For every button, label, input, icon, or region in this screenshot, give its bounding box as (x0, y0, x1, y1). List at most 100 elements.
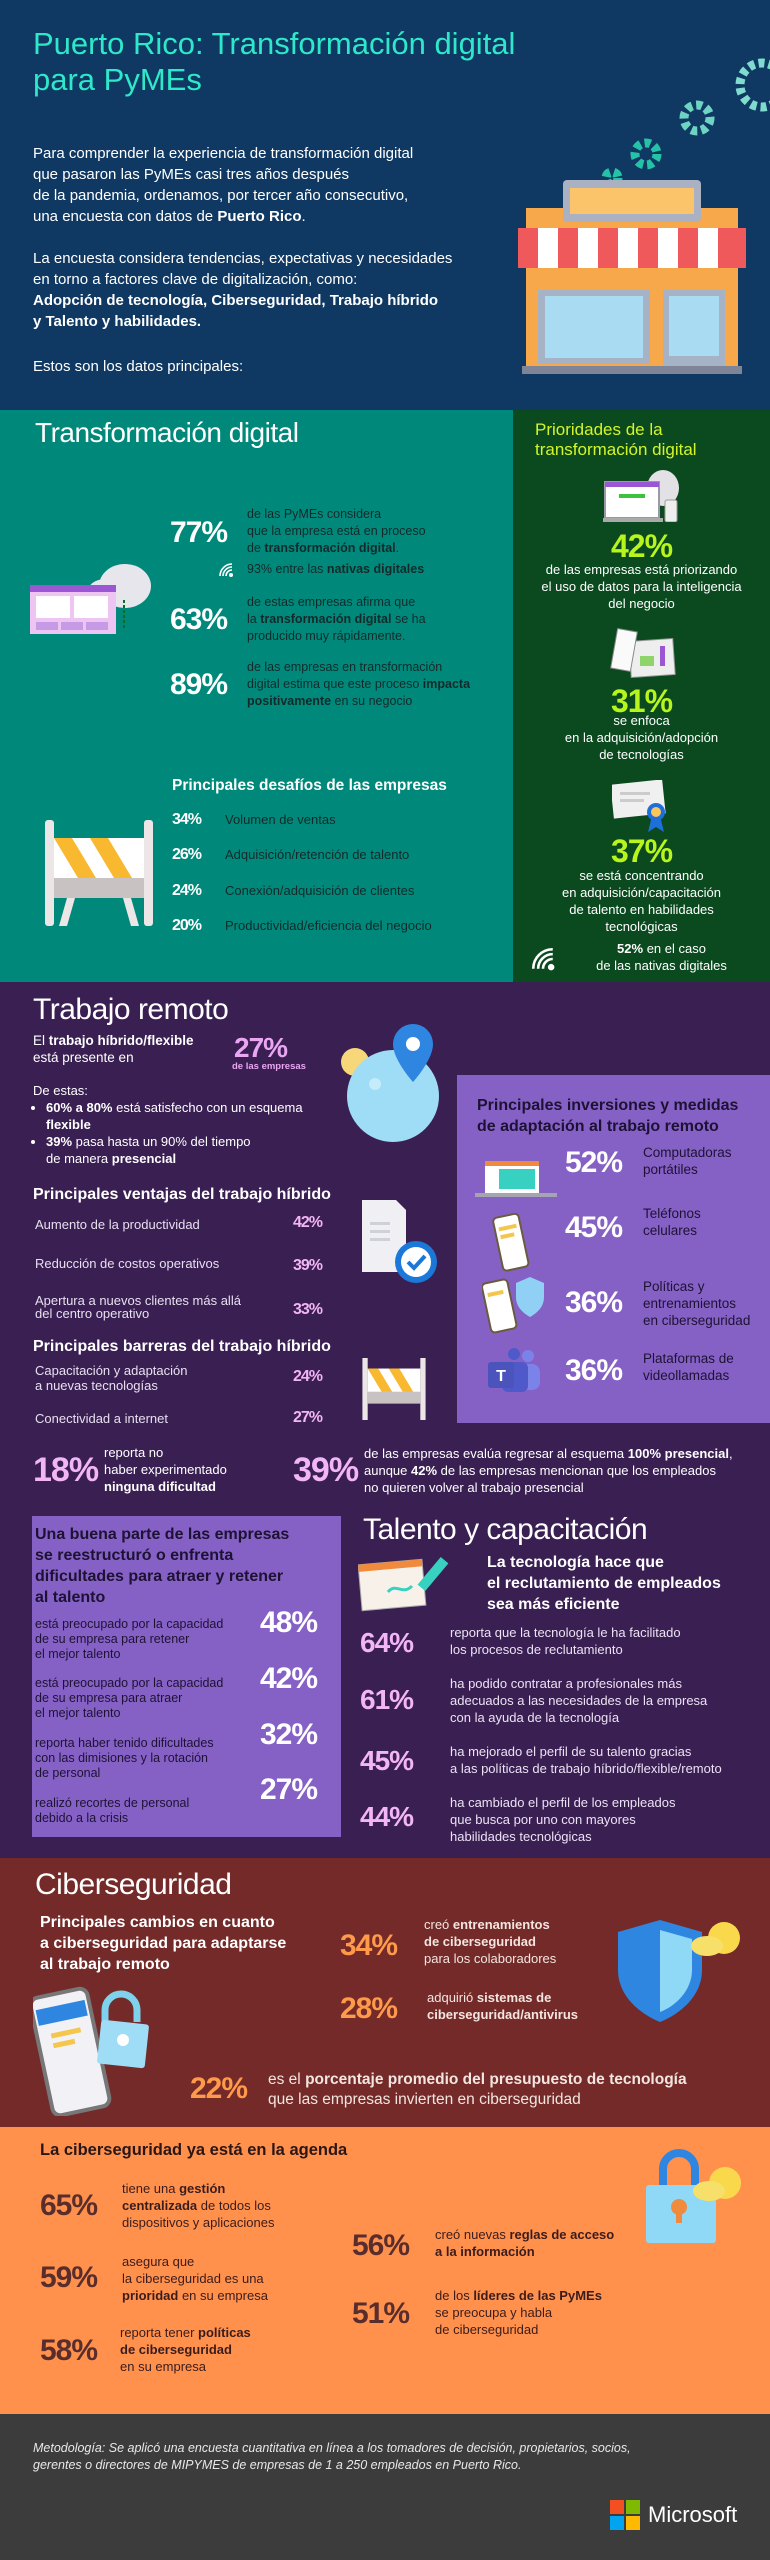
investment-percent: 36% (565, 1354, 623, 1387)
challenge-percent: 24% (172, 882, 202, 899)
emphasis-text: 52% (617, 941, 644, 956)
advantage-percent: 39% (293, 1257, 323, 1274)
agenda-percent: 59% (40, 2261, 98, 2294)
native-digital-note: 93% entre las nativas digitales (247, 562, 424, 577)
challenge-label: Productividad/eficiencia del negocio (225, 918, 432, 933)
text-segment: de las empresas en transformación digita… (247, 660, 443, 691)
stat-percent: 63% (170, 603, 228, 636)
barrier-icon (362, 1358, 426, 1420)
emphasis-text: Adopción de tecnología, Ciberseguridad, … (33, 292, 439, 330)
cyber-change-percent: 28% (340, 1992, 398, 2025)
advantage-percent: 42% (293, 1214, 323, 1231)
phone-lock-icon (33, 1986, 149, 2116)
digital-transformation-section: Transformación digital 77% de las PyMEs … (0, 410, 770, 982)
text-segment: reporta no haber experimentado (104, 1445, 227, 1477)
talent-retention-percent: 27% (260, 1773, 318, 1806)
talent-retention-text: reporta haber tenido dificultades con la… (35, 1736, 214, 1780)
agenda-text: reporta tener políticas de cibersegurida… (120, 2324, 251, 2375)
emphasis-text: transformación digital (264, 541, 396, 555)
barrier-label: Capacitación y adaptación a nuevas tecno… (35, 1363, 188, 1393)
stat-text: de las empresas en transformación digita… (247, 659, 470, 710)
text-segment: tiene una (122, 2181, 180, 2196)
hybrid-presence-label: de las empresas (232, 1061, 306, 1072)
talent-retention-text: está preocupado por la capacidad de su e… (35, 1617, 224, 1661)
budget-text: es el porcentaje promedio del presupuest… (268, 2070, 687, 2110)
talent-percent: 61% (360, 1684, 414, 1715)
laptop-cloud-icon (603, 470, 679, 522)
text-segment: La encuesta considera tendencias, expect… (33, 250, 453, 288)
recruitment-board-icon (358, 1556, 449, 1612)
phone-icon (492, 1213, 530, 1272)
lock-cloud-icon (646, 2149, 741, 2243)
barriers-title: Principales barreras del trabajo híbrido (33, 1338, 331, 1355)
gears-icon (601, 58, 770, 185)
intro-closing: Estos son los datos principales: (33, 358, 244, 375)
challenge-label: Conexión/adquisición de clientes (225, 883, 415, 898)
wifi-icon (219, 563, 233, 577)
methodology-note: Metodología: Se aplicó una encuesta cuan… (33, 2441, 631, 2472)
stat-text: de las PyMEs considera que la empresa es… (247, 506, 426, 557)
text-segment: de las empresas evalúa regresar al esque… (364, 1446, 628, 1461)
hybrid-presence-text: El trabajo híbrido/flexible está present… (33, 1032, 194, 1066)
agenda-percent: 56% (352, 2229, 410, 2262)
tablet-documents-icon (610, 628, 676, 678)
text-segment: es el (268, 2071, 306, 2088)
investment-label: Teléfonos celulares (643, 1206, 701, 1238)
globe-pin-icon (341, 1024, 439, 1142)
page-title: Puerto Rico: Transformación digital para… (33, 26, 515, 98)
bullet-item: 39% pasa hasta un 90% del tiempo de mane… (46, 1133, 251, 1167)
no-difficulty-text: reporta no haber experimentado ninguna d… (104, 1444, 227, 1495)
hybrid-presence-percent: 27% (234, 1032, 288, 1063)
wifi-icon (531, 947, 555, 971)
talent-subtitle: La tecnología hace que el reclutamiento … (487, 1554, 721, 1613)
text-segment: adquirió (427, 1990, 477, 2005)
agenda-text: creó nuevas reglas de acceso a la inform… (435, 2226, 614, 2260)
text-segment: para los colaboradores (424, 1951, 557, 1966)
challenge-percent: 26% (172, 846, 202, 863)
text-segment: se ha producido muy rápidamente. (247, 612, 426, 643)
stat-percent: 89% (170, 668, 228, 701)
barrier-label: Conectividad a internet (35, 1411, 168, 1426)
microsoft-logo-icon (610, 2500, 640, 2530)
teams-icon: T (488, 1348, 540, 1392)
certificate-icon (612, 780, 666, 832)
challenge-label: Adquisición/retención de talento (225, 847, 410, 862)
text-segment: de los (435, 2288, 474, 2303)
cloud-app-icon (30, 564, 151, 634)
agenda-percent: 58% (40, 2334, 98, 2367)
talent-retention-percent: 42% (260, 1662, 318, 1695)
title-line: para PyMEs (33, 62, 202, 97)
text-segment: está satisfecho con un esquema (116, 1100, 303, 1115)
emphasis-text: reglas de acceso a la información (435, 2227, 615, 2259)
advantage-percent: 33% (293, 1301, 323, 1318)
text-segment: de las empresas mencionan que los emplea… (364, 1463, 716, 1495)
priority-percent: 42% (610, 528, 673, 564)
text-segment: en el caso de las nativas digitales (596, 941, 727, 973)
text-segment: reporta tener (120, 2325, 199, 2340)
section-title: Ciberseguridad (35, 1868, 232, 1901)
emphasis-text: trabajo híbrido/flexible (48, 1033, 194, 1048)
emphasis-text: ninguna dificultad (104, 1479, 216, 1494)
emphasis-text: políticas de ciberseguridad (120, 2325, 251, 2357)
text-segment: , aunque (364, 1446, 733, 1478)
microsoft-logo: Microsoft (610, 2498, 737, 2532)
cyber-change-percent: 34% (340, 1929, 398, 1962)
text-segment: asegura que la ciberseguridad es una (122, 2254, 264, 2286)
text-segment: de las PyMEs considera que la empresa es… (247, 507, 426, 555)
shield-cloud-icon (618, 1920, 740, 2022)
emphasis-text: 42% (411, 1463, 438, 1478)
emphasis-text: gestión centralizada (122, 2181, 226, 2213)
cybersecurity-section: Ciberseguridad Principales cambios en cu… (0, 1858, 770, 2127)
text-segment: se preocupa y habla de ciberseguridad (435, 2305, 553, 2337)
advantage-label: Reducción de costos operativos (35, 1256, 220, 1271)
svg-text:T: T (496, 1368, 506, 1385)
talent-text: ha podido contratar a profesionales más … (450, 1676, 708, 1725)
barrier-percent: 27% (293, 1409, 323, 1426)
emphasis-text: 60% a 80% (46, 1100, 113, 1115)
talent-text: reporta que la tecnología le ha facilita… (450, 1625, 681, 1657)
emphasis-text: Puerto Rico (217, 208, 302, 225)
investments-panel: Principales inversiones y medidas de ada… (457, 1075, 770, 1423)
text-segment: creó nuevas (435, 2227, 510, 2242)
priority-text: se está concentrando en adquisición/capa… (562, 868, 721, 934)
section-title: Trabajo remoto (33, 993, 229, 1026)
